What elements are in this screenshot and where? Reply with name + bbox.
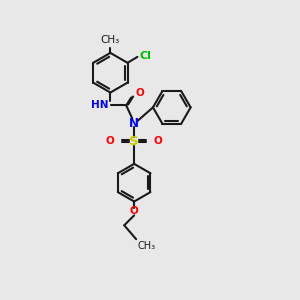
Text: O: O bbox=[135, 88, 144, 98]
Text: O: O bbox=[130, 206, 139, 216]
Text: CH₃: CH₃ bbox=[137, 241, 155, 251]
Text: CH₃: CH₃ bbox=[101, 35, 120, 45]
Text: O: O bbox=[154, 136, 163, 146]
Text: N: N bbox=[129, 117, 139, 130]
Text: S: S bbox=[129, 135, 139, 148]
Text: HN: HN bbox=[91, 100, 108, 110]
Text: Cl: Cl bbox=[140, 51, 151, 61]
Text: O: O bbox=[106, 136, 114, 146]
